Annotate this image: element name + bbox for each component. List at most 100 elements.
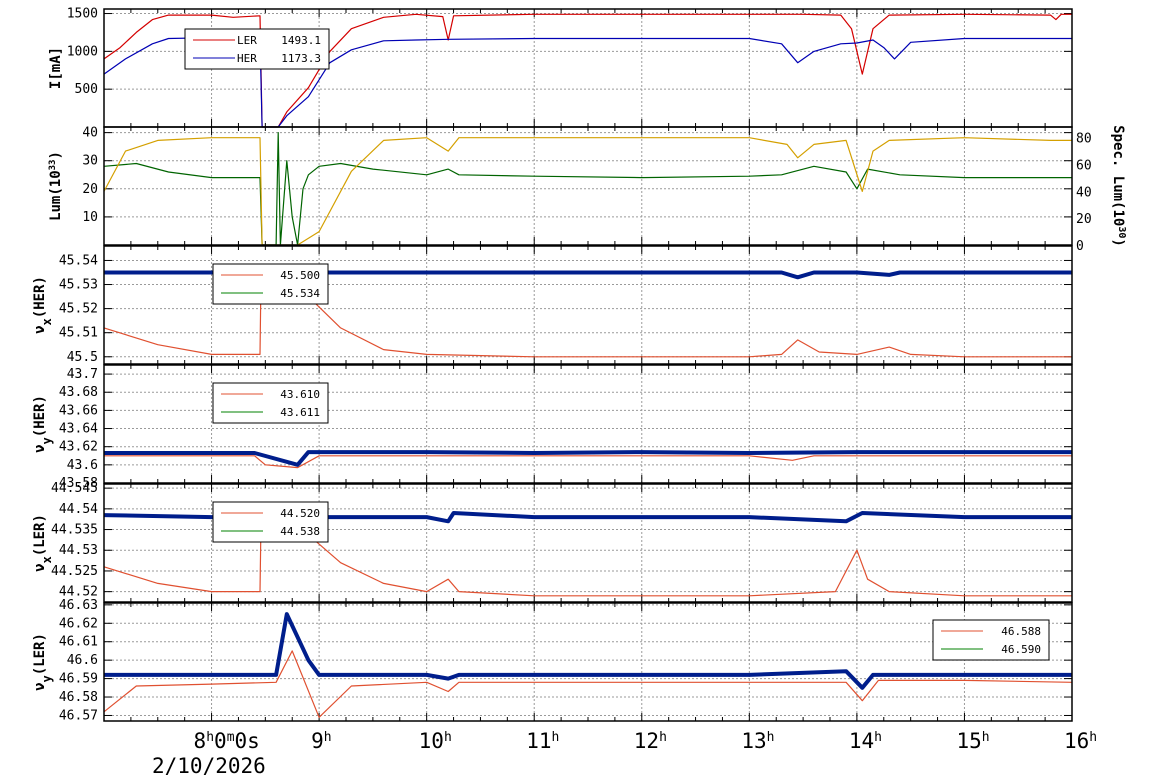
y-tick-label: 44.53 [59,543,98,558]
y-tick-label: 1000 [67,44,98,59]
y-axis-label-sub: y [40,675,54,682]
legend: 44.520 44.538 [212,501,329,543]
y-tick-label: 46.63 [59,598,98,613]
panel-nux_her: 45.545.5145.5245.5345.54νx(HER)45.50045.… [32,245,1073,365]
legend-value: 43.611 [280,406,320,419]
y-tick-label: 1500 [67,7,98,22]
series-spec [103,137,1072,246]
y-tick-label: 44.525 [51,564,98,579]
legend-value: 1173.3 [281,52,321,65]
y-tick-label: 500 [75,82,98,97]
y-tick-label: 46.58 [59,690,98,705]
y-tick-label: 46.59 [59,672,98,687]
legend: 43.610 43.611 [212,382,329,424]
x-tick-label-sup: h [324,730,332,745]
series-set [103,650,1073,718]
x-tick-label-tail: 0 [214,729,227,753]
y-axis-label-tail: (HER) [32,276,48,318]
series-set [103,520,1072,597]
legend: LER 1493.1 HER 1173.3 [184,28,330,70]
legend-value: 1493.1 [281,34,321,47]
panel-nuy_ler: 46.57 46.58 46.59 46.6 46.61 46.62 46.63 νy(LER… [32,598,1073,723]
legend-value: 46.588 [1001,625,1041,638]
y-tick-label: 46.61 [59,635,98,650]
y-axis-label: I[mA] [48,47,64,89]
x-tick-label-sup: h [874,730,882,745]
y-axis-label-tail: (HER) [32,395,48,437]
y2-axis-label-sup: 30 [1117,226,1128,238]
y-tick-label: 43.64 [59,422,98,437]
date-label: 2/10/2026 [152,754,266,778]
y2-axis-label: Spec. Lum(1030) [1110,125,1128,247]
x-tick-label: 15h [956,729,989,753]
y2-tick-label: 80 [1076,132,1092,147]
y2-tick-label: 40 [1076,185,1092,200]
y-axis-label-sub: y [40,437,54,444]
x-tick-label: 13h [741,729,774,753]
legend-value: 45.534 [280,287,320,300]
y-axis-label: Lum(1033) [48,151,64,221]
x-tick-label-tail2: 0s [235,729,260,753]
y2-tick-label: 0 [1076,239,1084,254]
x-tick-label-sup: h [444,730,452,745]
panel-frame [103,483,1073,603]
x-tick-label: 10h [419,729,452,753]
y2-axis-label-tail: ) [1110,238,1126,246]
y-tick-label: 43.7 [67,367,98,382]
y-axis-label-sub: x [40,556,54,563]
y-tick-label: 43.66 [59,403,98,418]
x-tick-label: 12h [634,729,667,753]
x-tick-label: 9h [311,729,331,753]
panel-current: 500 1000 1500 I[mA] LER 1493.1 HER 1173.3 [48,7,1073,128]
series-set [104,455,1072,469]
y-axis-label: νy(LER) [32,633,54,691]
panel-frame [103,245,1073,365]
x-tick-label-sup: h [767,730,775,745]
series-meas [104,450,1072,467]
x-tick-label-sup2: m [227,730,235,745]
y-tick-label: 45.5 [67,350,98,365]
series-ler [103,13,1072,128]
y-tick-label: 30 [82,154,98,169]
panel-frame [103,126,1073,246]
y-axis-label-tail: ) [48,151,64,159]
legend-value: 44.538 [280,525,320,538]
y-tick-label: 45.53 [59,278,98,293]
y-tick-label: 10 [82,210,98,225]
y-tick-label: 44.54 [59,502,98,517]
y-axis-label-tail: (LER) [32,514,48,556]
y-tick-label: 45.54 [59,253,98,268]
y-tick-label: 45.51 [59,326,98,341]
panel-nux_ler: 44.5244.52544.5344.53544.5444.545νx(LER)… [32,481,1073,603]
legend-name: LER [237,34,257,47]
y-tick-label: 40 [82,126,98,141]
y2-tick-label: 20 [1076,212,1092,227]
y-axis-label: νx(HER) [32,276,54,334]
y-axis-label-sub: x [40,318,54,325]
legend-box [212,263,329,305]
y-tick-label: 44.535 [51,523,98,538]
panel-frame [103,602,1073,722]
y-tick-label: 46.62 [59,616,98,631]
panel-nuy_her: 43.58 43.6 43.62 43.64 43.66 43.68 43.7 νy(HER)… [32,364,1073,491]
x-tick-label-sup: h [1089,730,1097,745]
legend-value: 43.610 [280,388,320,401]
legend: 46.588 46.590 [932,619,1050,661]
legend-box [212,501,329,543]
y-tick-label: 44.52 [59,585,98,600]
x-tick-label: 16h [1064,729,1097,753]
legend-value: 46.590 [1001,643,1041,656]
y-tick-label: 46.6 [67,653,98,668]
series-meas [104,612,1072,690]
x-tick-label-sup: h [206,730,214,745]
y-tick-label: 46.57 [59,708,98,723]
x-tick-label-sup: h [659,730,667,745]
y-tick-label: 45.52 [59,302,98,317]
legend-value: 44.520 [280,507,320,520]
legend-box [212,382,329,424]
panel-frame [103,364,1073,484]
x-tick-label: 8h0m0s [194,729,260,753]
x-tick-label-sup: h [982,730,990,745]
y-axis-label: νy(HER) [32,395,54,453]
